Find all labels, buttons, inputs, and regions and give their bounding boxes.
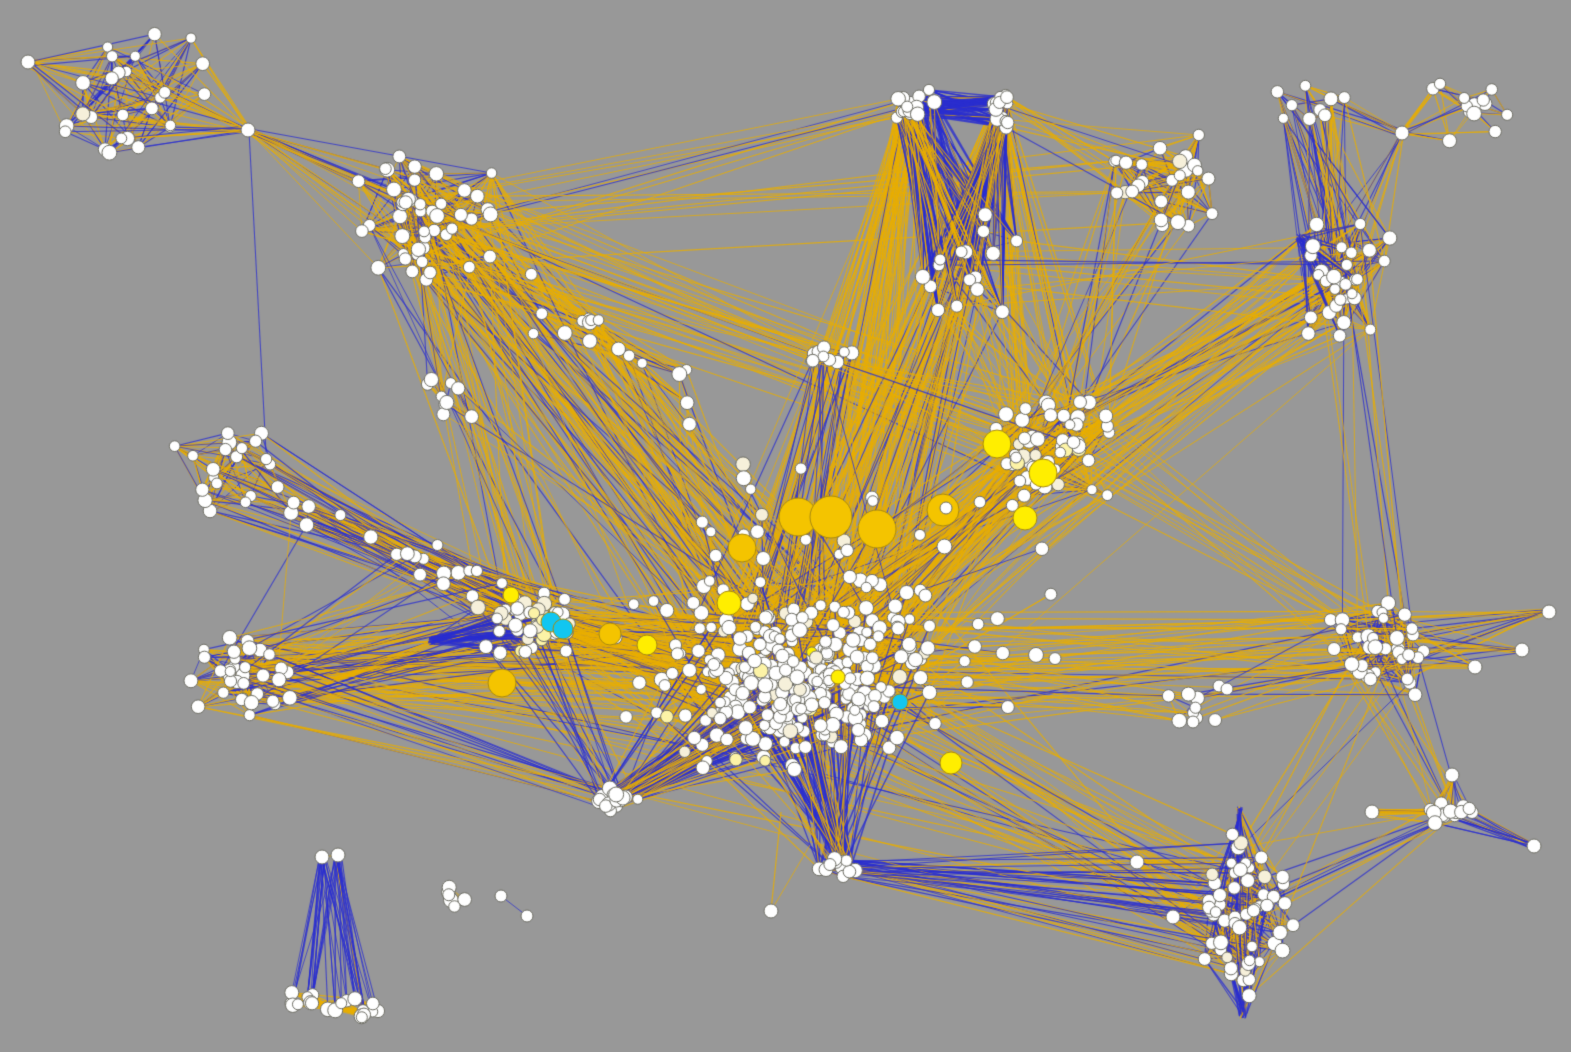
network-graph-canvas[interactable] — [0, 0, 1571, 1052]
graph-viewport — [0, 0, 1571, 1052]
